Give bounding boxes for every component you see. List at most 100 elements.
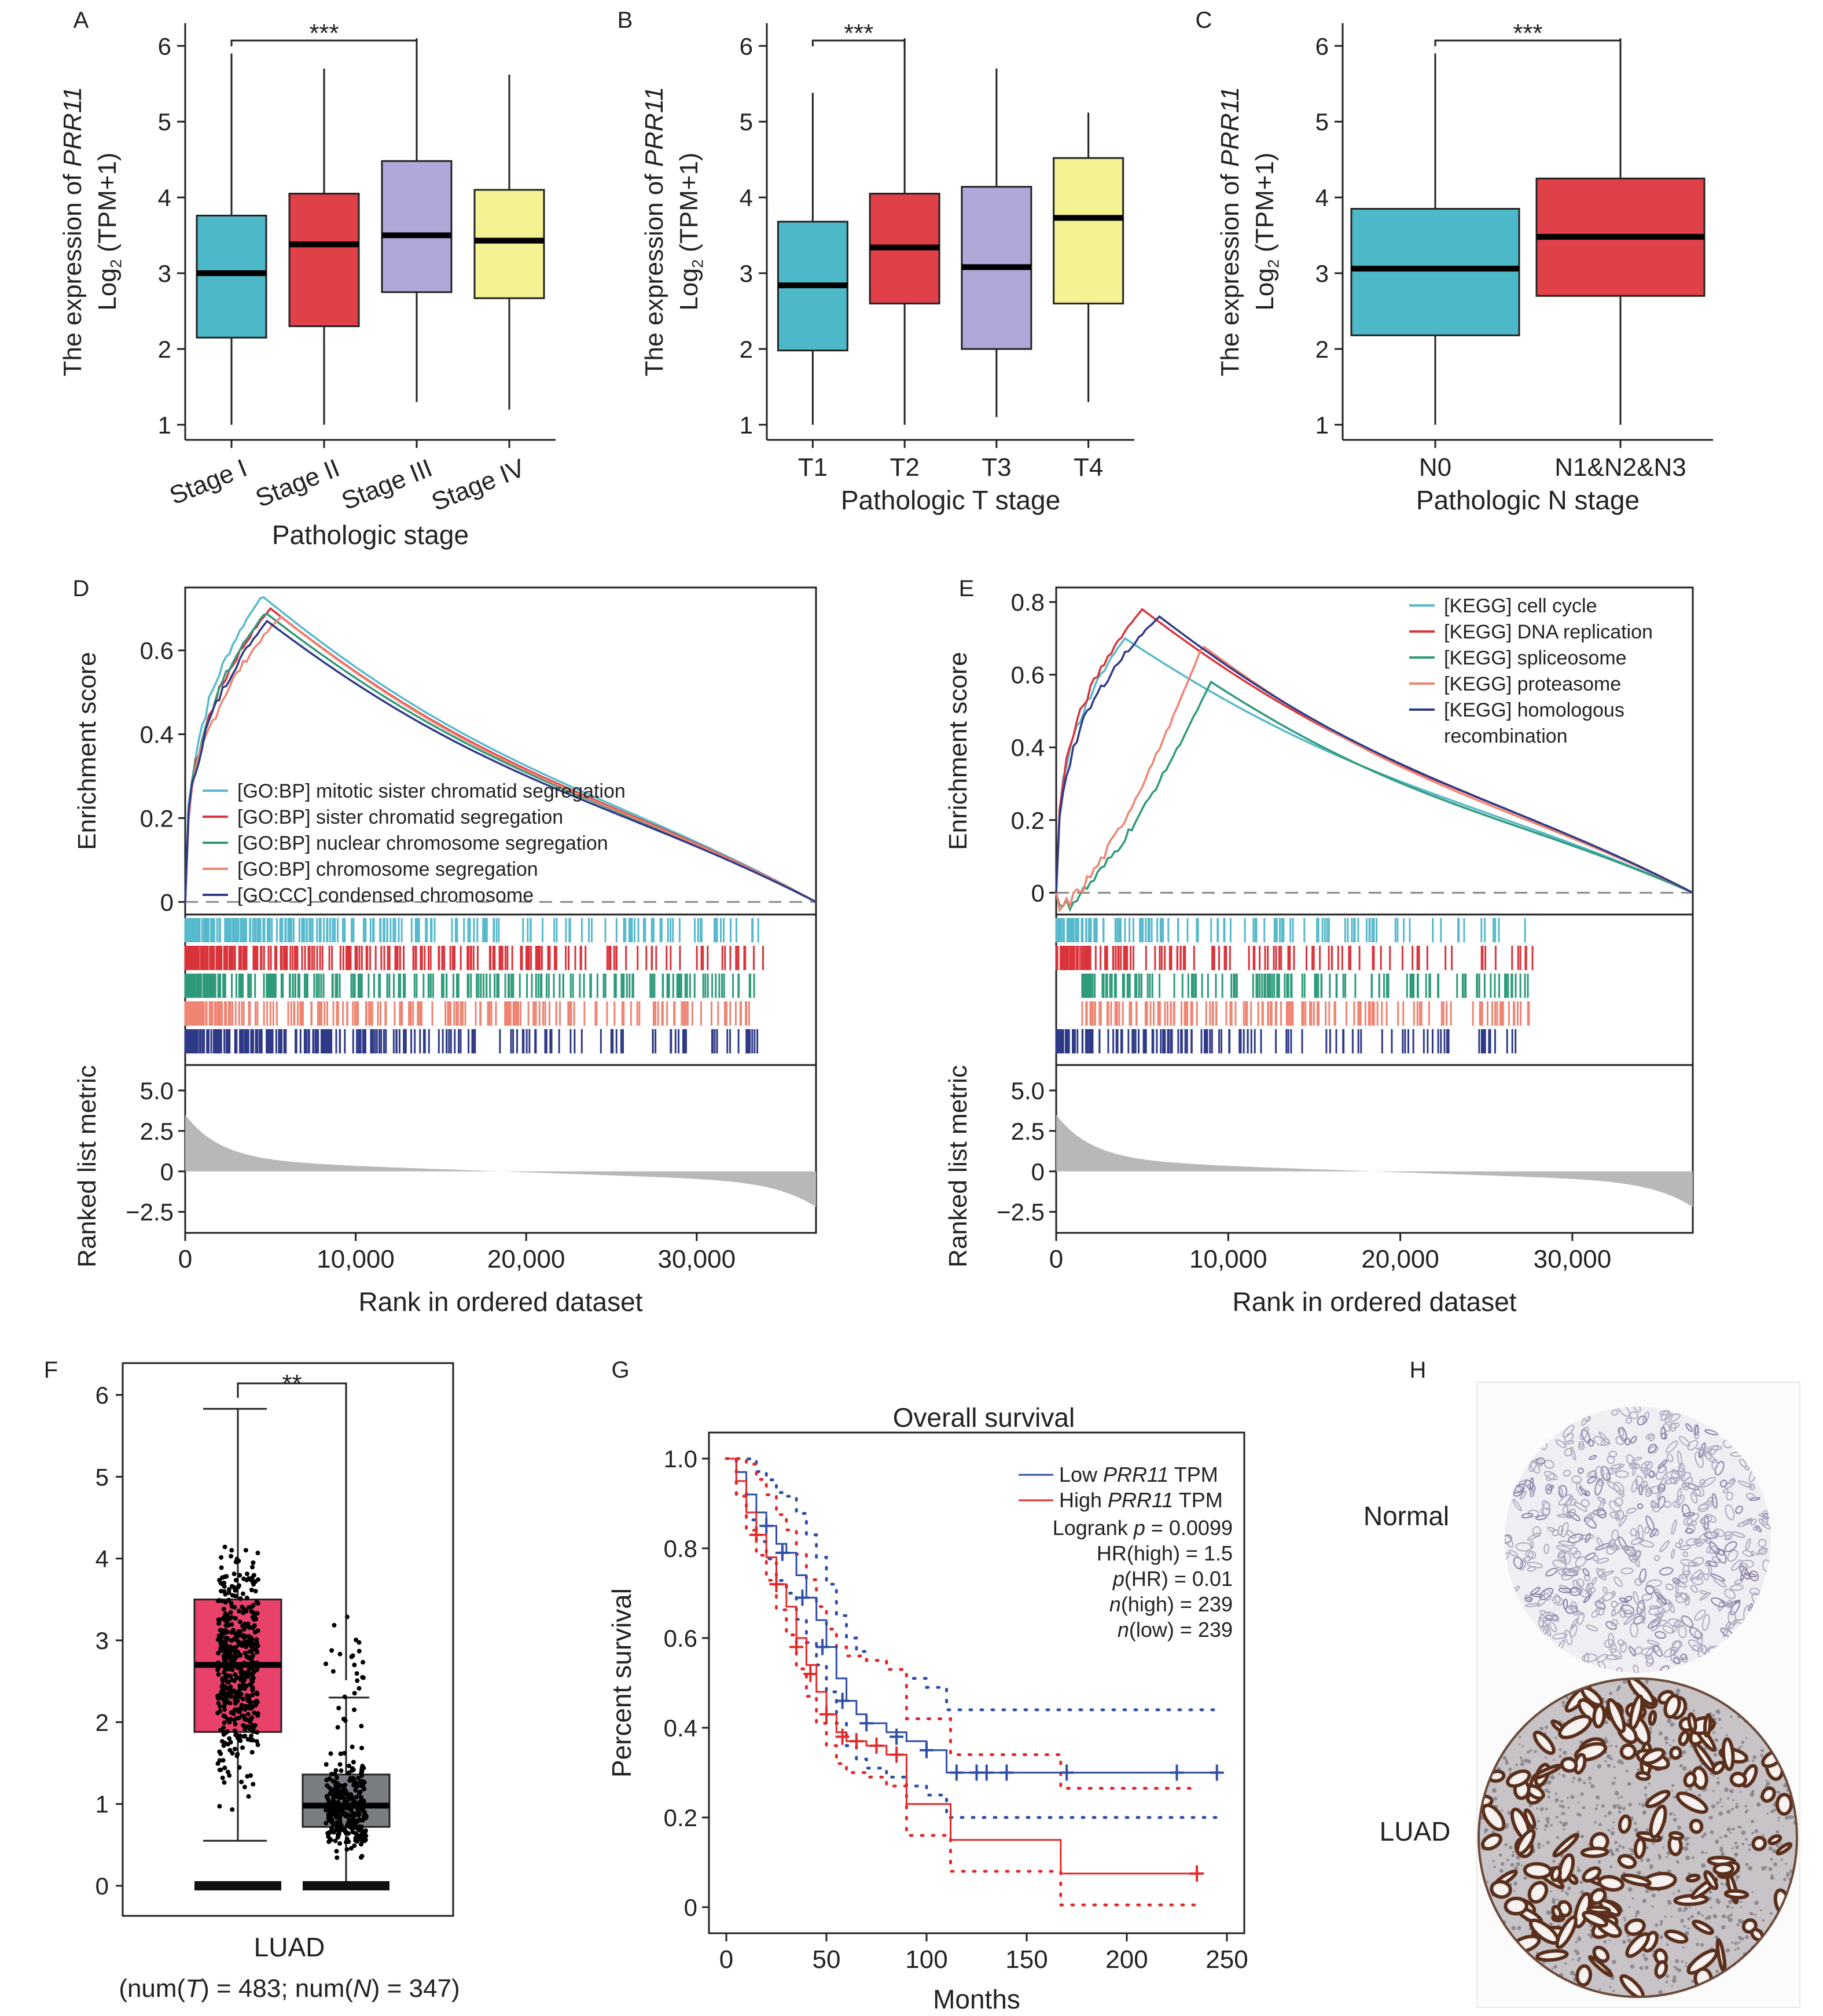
panel-letter: A <box>73 8 89 33</box>
stroma-speckle <box>1618 1811 1622 1814</box>
alveolar-wall <box>1608 1500 1622 1513</box>
legend-label: [KEGG] cell cycle <box>1444 595 1597 617</box>
stroma-speckle <box>1576 1812 1581 1817</box>
alveolar-wall <box>1611 1529 1619 1542</box>
y-tick-label: 1 <box>158 412 171 439</box>
y-tick-label: 0.2 <box>1011 807 1045 834</box>
y-axis-label-2-part: 2 <box>107 259 125 268</box>
tumor-point <box>237 1619 242 1624</box>
tumor-point <box>254 1637 259 1642</box>
stroma-speckle <box>1720 1849 1723 1852</box>
stroma-speckle <box>1685 1856 1690 1861</box>
legend-label: [GO:CC] condensed chromosome <box>237 884 534 906</box>
gland-lumen <box>1703 1870 1719 1890</box>
panel-e: E 0 0.2 0.4 0.6 0.8 [KEGG] cell cycle [KEGG] DN… <box>944 576 1694 1317</box>
tumor-point <box>222 1574 227 1580</box>
stroma-speckle <box>1567 1796 1570 1799</box>
alveolar-wall <box>1608 1632 1615 1647</box>
stroma-speckle <box>1649 1726 1652 1730</box>
tumor-point <box>240 1640 245 1646</box>
normal-point <box>353 1835 358 1841</box>
stroma-speckle <box>1723 1787 1729 1793</box>
legend-label: [KEGG] proteasome <box>1444 673 1621 695</box>
stroma-speckle <box>1570 1970 1575 1975</box>
stroma-speckle <box>1575 1941 1578 1944</box>
alveolar-wall <box>1633 1407 1641 1413</box>
stroma-speckle <box>1577 1801 1579 1804</box>
gland-lumen <box>1586 1905 1611 1915</box>
alveolar-wall <box>1695 1451 1704 1468</box>
alveolar-wall <box>1675 1542 1681 1548</box>
stroma-speckle <box>1637 1768 1641 1772</box>
stroma-speckle <box>1754 1914 1756 1916</box>
low-censor-mark <box>859 1715 874 1732</box>
alveolar-wall <box>1657 1594 1667 1606</box>
tumor-point <box>222 1697 227 1702</box>
alveolar-wall <box>1669 1422 1677 1432</box>
alveolar-wall <box>1648 1485 1664 1494</box>
tumor-point <box>230 1751 235 1756</box>
stroma-speckle <box>1516 1862 1520 1867</box>
stroma-speckle <box>1547 1780 1552 1785</box>
stroma-speckle <box>1718 1717 1722 1721</box>
alveolar-wall <box>1706 1496 1715 1505</box>
stroma-speckle <box>1596 1795 1600 1800</box>
stroma-speckle <box>1697 1911 1701 1915</box>
normal-point <box>341 1716 346 1721</box>
alveolar-wall <box>1538 1617 1545 1628</box>
alveolar-wall <box>1577 1612 1585 1625</box>
y-tick-label: 0.8 <box>664 1535 697 1562</box>
tumor-point <box>229 1622 234 1627</box>
stroma-speckle <box>1751 1891 1754 1893</box>
alveolar-wall <box>1608 1538 1616 1548</box>
gland-lumen <box>1675 1791 1708 1814</box>
normal-point <box>363 1833 369 1838</box>
alveolar-wall <box>1542 1621 1552 1637</box>
stroma-speckle <box>1728 1899 1733 1904</box>
gland-lumen <box>1606 1698 1626 1734</box>
low-censor-mark <box>979 1764 994 1781</box>
stroma-speckle <box>1552 1897 1556 1901</box>
stroma-speckle <box>1726 1809 1731 1814</box>
alveolar-wall <box>1711 1597 1726 1608</box>
stroma-speckle <box>1673 1975 1677 1979</box>
stroma-speckle <box>1505 1761 1509 1765</box>
alveolar-wall <box>1727 1549 1739 1562</box>
alveolar-wall <box>1578 1534 1594 1540</box>
stroma-speckle <box>1550 1775 1555 1780</box>
stroma-speckle <box>1628 1802 1633 1807</box>
x-tick-label: 0 <box>1049 1245 1063 1273</box>
tumor-point <box>221 1607 226 1612</box>
tumor-point <box>251 1653 256 1658</box>
stroma-speckle <box>1612 1821 1615 1824</box>
legend-label: [GO:BP] chromosome segregation <box>237 858 538 880</box>
stroma-speckle <box>1734 1841 1738 1845</box>
normal-point <box>335 1855 340 1860</box>
stroma-speckle <box>1628 1905 1630 1908</box>
legend-label: High PRR11 TPM <box>1059 1488 1223 1512</box>
tumor-point <box>227 1736 232 1741</box>
stroma-speckle <box>1726 1905 1730 1909</box>
stroma-speckle <box>1765 1779 1767 1782</box>
gland-lumen <box>1689 1819 1704 1834</box>
normal-point <box>337 1651 343 1657</box>
tumor-point <box>223 1600 228 1605</box>
stroma-speckle <box>1673 1739 1675 1742</box>
stroma-speckle <box>1736 1923 1740 1926</box>
alveolar-wall <box>1605 1654 1620 1660</box>
stroma-speckle <box>1738 1919 1743 1923</box>
tumor-point <box>232 1746 237 1751</box>
alveolar-wall <box>1758 1513 1769 1518</box>
y-tick-label: 3 <box>1315 260 1329 287</box>
alveolar-wall <box>1693 1423 1700 1440</box>
stroma-speckle <box>1645 1679 1649 1684</box>
alveolar-wall <box>1694 1538 1701 1545</box>
tumor-point <box>242 1727 248 1732</box>
stroma-speckle <box>1761 1866 1766 1871</box>
stroma-speckle <box>1537 1846 1541 1849</box>
stroma-speckle <box>1512 1850 1515 1853</box>
tumor-point <box>238 1677 243 1682</box>
stroma-speckle <box>1740 1937 1744 1941</box>
tumor-point <box>229 1615 234 1620</box>
